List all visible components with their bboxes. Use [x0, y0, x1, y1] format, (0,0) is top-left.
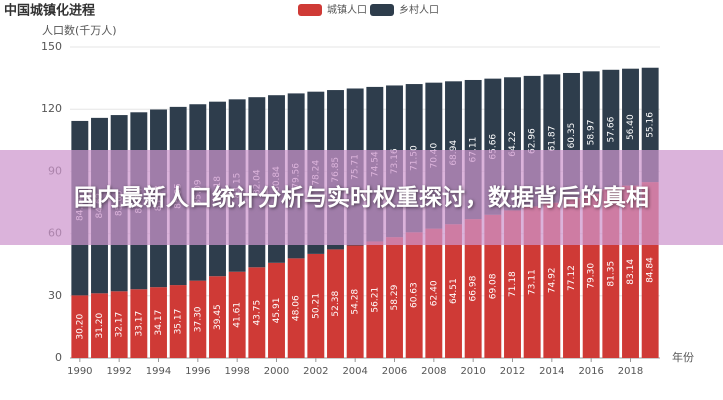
value-label: 55.16 [646, 112, 656, 138]
bar-segment [366, 241, 384, 358]
legend-label: 城镇人口 [327, 3, 367, 16]
x-tick-label: 2004 [342, 366, 367, 377]
value-label: 43.75 [252, 300, 262, 326]
x-tick-label: 2012 [500, 366, 525, 377]
value-label: 45.91 [272, 298, 282, 324]
value-label: 71.18 [508, 271, 518, 297]
x-tick-label: 2002 [303, 366, 328, 377]
legend-swatch [370, 4, 394, 16]
x-tick-label: 1998 [224, 366, 249, 377]
value-label: 83.14 [626, 259, 636, 285]
value-label: 79.30 [587, 263, 597, 289]
value-label: 37.30 [193, 306, 203, 332]
x-tick-label: 1994 [146, 366, 171, 377]
value-label: 33.17 [134, 311, 144, 337]
bar-segment [130, 289, 148, 358]
bar-segment [484, 214, 502, 358]
y-axis-label: 人口数(千万人) [42, 24, 117, 37]
value-label: 62.40 [429, 280, 439, 306]
value-label: 58.97 [587, 120, 597, 146]
banner-text: 国内最新人口统计分析与实时权重探讨，数据背后的真相 [74, 184, 649, 211]
value-label: 60.35 [567, 123, 577, 149]
value-label: 31.20 [95, 312, 105, 338]
value-label: 60.63 [410, 282, 420, 308]
legend-label: 乡村人口 [399, 3, 439, 16]
x-tick-label: 2008 [421, 366, 446, 377]
x-tick-label: 2014 [539, 366, 564, 377]
bar-segment [209, 276, 226, 358]
value-label: 54.28 [351, 289, 361, 315]
banner: 国内最新人口统计分析与实时权重探讨，数据背后的真相 [0, 150, 723, 245]
value-label: 62.96 [528, 128, 538, 154]
bar-segment [464, 219, 482, 358]
legend-swatch [298, 4, 322, 16]
value-label: 77.12 [567, 265, 577, 291]
bar-segment [248, 267, 266, 358]
x-tick-label: 2006 [382, 366, 407, 377]
value-label: 56.21 [370, 287, 380, 313]
value-label: 52.38 [331, 291, 341, 317]
value-label: 74.92 [547, 267, 557, 293]
bar-segment [386, 237, 403, 358]
y-tick-label: 120 [41, 102, 62, 115]
bar-segment [405, 232, 423, 358]
value-label: 32.17 [115, 312, 125, 338]
y-tick-label: 30 [48, 289, 62, 302]
bar-segment [504, 210, 521, 358]
bar-segment [425, 228, 443, 358]
x-tick-label: 2016 [578, 366, 603, 377]
value-label: 56.40 [626, 114, 636, 140]
x-tick-label: 2010 [460, 366, 485, 377]
value-label: 73.11 [528, 269, 538, 295]
bar-segment [346, 245, 364, 358]
value-label: 64.22 [508, 131, 518, 157]
bar-segment [169, 285, 187, 358]
value-label: 66.98 [469, 275, 479, 301]
bar-segment [445, 224, 462, 358]
x-tick-label: 1992 [106, 366, 131, 377]
chart-title: 中国城镇化进程 [4, 3, 95, 19]
value-label: 65.66 [488, 134, 498, 160]
y-tick-label: 150 [41, 40, 62, 53]
bar-segment [287, 258, 305, 358]
x-tick-label: 1996 [185, 366, 210, 377]
value-label: 84.84 [646, 257, 656, 283]
bar-segment [150, 287, 167, 358]
bar-segment [91, 293, 108, 358]
x-tick-label: 2000 [264, 366, 289, 377]
value-label: 57.66 [606, 116, 616, 142]
bar-segment [327, 249, 344, 358]
value-label: 69.08 [488, 273, 498, 299]
value-label: 30.20 [75, 314, 85, 340]
bar-segment [189, 280, 207, 358]
x-tick-label: 2018 [618, 366, 643, 377]
bar-segment [228, 271, 246, 358]
value-label: 35.17 [174, 309, 184, 335]
value-label: 41.61 [233, 302, 243, 328]
value-label: 61.87 [547, 126, 557, 152]
bar-segment [71, 295, 89, 358]
bar-segment [307, 253, 325, 358]
value-label: 34.17 [154, 310, 164, 336]
value-label: 64.51 [449, 278, 459, 304]
value-label: 48.06 [292, 295, 302, 321]
bar-segment [110, 291, 128, 358]
x-axis-label: 年份 [672, 350, 694, 364]
value-label: 39.45 [213, 304, 223, 330]
value-label: 67.11 [469, 137, 479, 163]
bar-segment [268, 262, 285, 358]
x-tick-label: 1990 [67, 366, 92, 377]
y-tick-label: 0 [55, 351, 62, 364]
value-label: 50.21 [311, 293, 321, 319]
value-label: 58.29 [390, 284, 400, 310]
value-label: 81.35 [606, 261, 616, 287]
